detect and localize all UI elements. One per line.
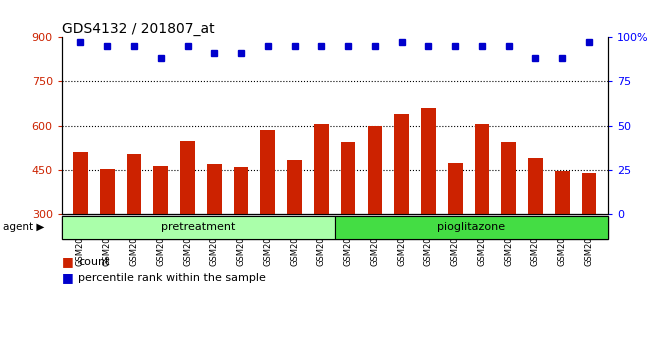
Text: GDS4132 / 201807_at: GDS4132 / 201807_at [62,22,214,36]
Bar [261,130,275,214]
Bar [100,169,114,214]
Bar [73,152,88,214]
Text: percentile rank within the sample: percentile rank within the sample [78,273,266,283]
Bar [335,216,608,239]
Bar [341,142,356,214]
Bar [62,216,335,239]
Bar [314,124,329,214]
Bar [153,166,168,214]
Text: pretreatment: pretreatment [161,222,235,233]
Bar [448,164,463,214]
Bar [501,142,516,214]
Bar [367,126,382,214]
Bar [395,114,409,214]
Text: ■: ■ [62,256,73,268]
Text: count: count [78,257,109,267]
Bar [474,124,489,214]
Bar [207,164,222,214]
Bar [582,173,597,214]
Bar [127,154,142,214]
Bar [287,160,302,214]
Text: agent ▶: agent ▶ [3,222,45,233]
Bar [421,108,436,214]
Text: ■: ■ [62,272,73,284]
Bar [555,171,569,214]
Bar [234,167,248,214]
Bar [180,141,195,214]
Text: pioglitazone: pioglitazone [437,222,505,233]
Bar [528,158,543,214]
